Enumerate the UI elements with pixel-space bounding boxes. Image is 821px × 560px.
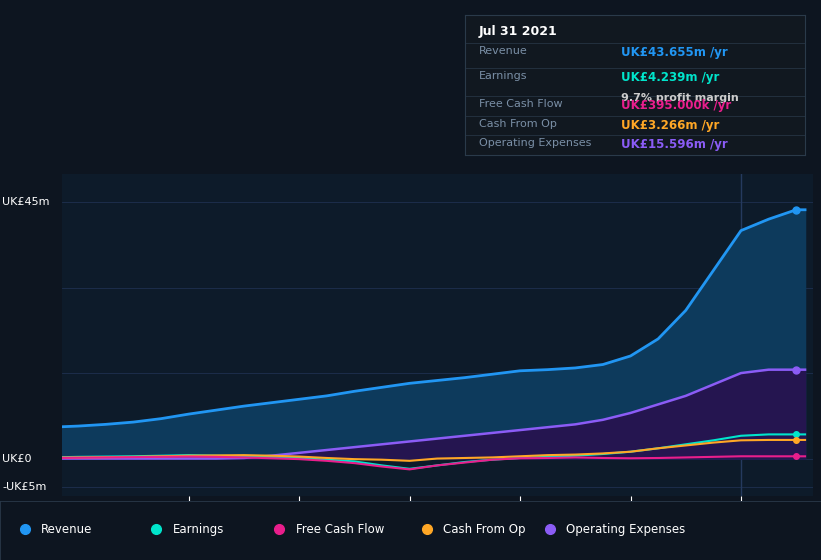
Text: UK£4.239m /yr: UK£4.239m /yr: [621, 71, 720, 84]
Text: UK£15.596m /yr: UK£15.596m /yr: [621, 138, 728, 151]
Text: Revenue: Revenue: [41, 523, 93, 536]
Text: Earnings: Earnings: [172, 523, 224, 536]
Text: Free Cash Flow: Free Cash Flow: [479, 99, 562, 109]
Text: Operating Expenses: Operating Expenses: [479, 138, 591, 148]
Text: UK£45m: UK£45m: [2, 197, 50, 207]
Text: Revenue: Revenue: [479, 46, 527, 56]
Text: Free Cash Flow: Free Cash Flow: [296, 523, 384, 536]
Text: UK£43.655m /yr: UK£43.655m /yr: [621, 46, 728, 59]
Text: Cash From Op: Cash From Op: [479, 119, 557, 129]
Text: Jul 31 2021: Jul 31 2021: [479, 25, 557, 38]
Text: Operating Expenses: Operating Expenses: [566, 523, 686, 536]
Text: UK£395.000k /yr: UK£395.000k /yr: [621, 99, 732, 112]
Text: -UK£5m: -UK£5m: [2, 482, 47, 492]
Text: UK£3.266m /yr: UK£3.266m /yr: [621, 119, 720, 132]
Text: Cash From Op: Cash From Op: [443, 523, 525, 536]
Text: Earnings: Earnings: [479, 71, 527, 81]
Text: UK£0: UK£0: [2, 454, 32, 464]
Text: 9.7% profit margin: 9.7% profit margin: [621, 94, 739, 104]
